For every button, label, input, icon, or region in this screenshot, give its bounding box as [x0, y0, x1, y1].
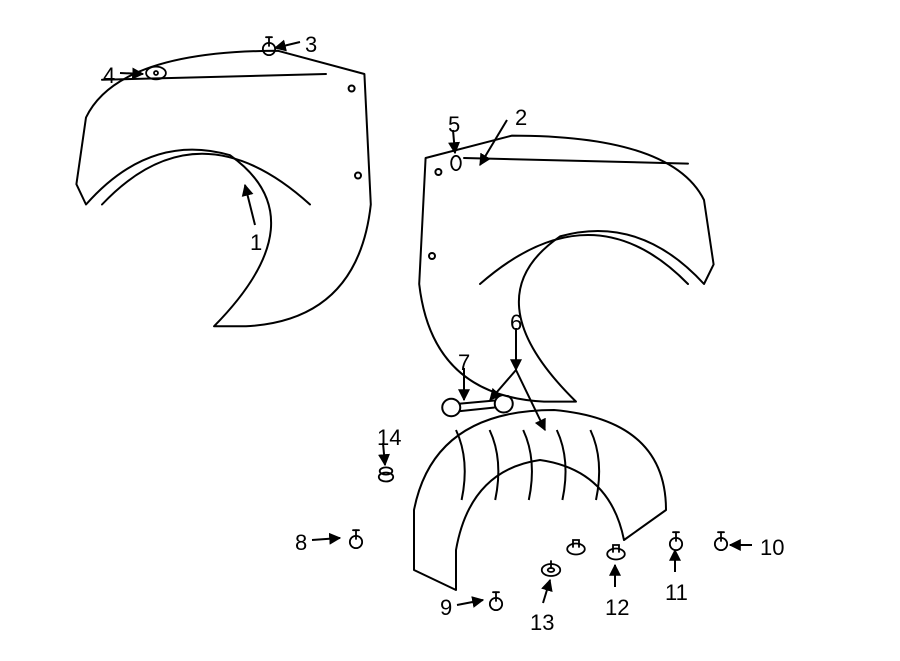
callout-11: 11	[665, 580, 688, 606]
callout-5: 5	[448, 112, 460, 138]
arrow-layer	[0, 0, 900, 661]
callout-12: 12	[605, 595, 629, 621]
callout-8: 8	[295, 530, 307, 556]
callout-10: 10	[760, 535, 784, 561]
parts-diagram: 1234567891011121314	[0, 0, 900, 661]
callout-7: 7	[458, 350, 470, 376]
callout-9: 9	[440, 595, 452, 621]
callout-4: 4	[103, 63, 115, 89]
callout-14: 14	[377, 425, 401, 451]
callout-6: 6	[510, 310, 522, 336]
callout-1: 1	[250, 230, 262, 256]
callout-13: 13	[530, 610, 554, 636]
callout-2: 2	[515, 105, 527, 131]
callout-3: 3	[305, 32, 317, 58]
